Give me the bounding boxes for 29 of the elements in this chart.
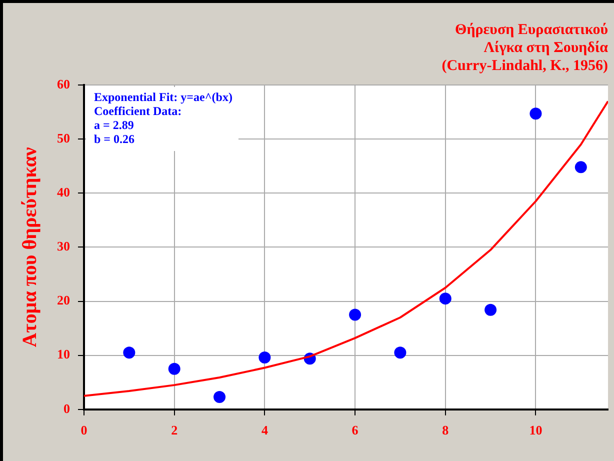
x-tick-label: 10 <box>529 422 542 438</box>
y-axis-title: Ατομα που θηρεύτηκαν <box>19 147 42 348</box>
point <box>258 351 271 364</box>
x-tick-label: 4 <box>261 422 268 438</box>
y-tick-label: 60 <box>57 76 70 92</box>
point <box>394 346 406 359</box>
y-tick-label: 40 <box>57 184 70 200</box>
point <box>530 108 542 120</box>
point <box>214 390 226 403</box>
annotation: Coefficient Data: <box>94 104 182 118</box>
x-tick-label: 8 <box>442 422 450 438</box>
y-tick-label: 0 <box>64 400 70 416</box>
point <box>574 161 587 174</box>
chart-title: Θήρευση Ευρασιατικού Λίγκα στη Σουηδία (Curry-Lindahl, K., 1956) <box>442 22 609 74</box>
y-tick-label: 50 <box>57 130 70 146</box>
point <box>439 292 452 305</box>
point <box>123 346 136 359</box>
x-tick-label: 6 <box>352 422 359 438</box>
annotation: Exponential Fit: y=ae^(bx) <box>94 90 232 104</box>
point <box>349 308 362 321</box>
annotation: a = 2.89 <box>94 118 134 132</box>
annotation: b = 0.26 <box>94 132 135 146</box>
x-tick-label: 0 <box>80 422 88 438</box>
y-tick-label: 10 <box>57 346 70 362</box>
x-tick-label: 2 <box>171 422 178 438</box>
y-tick-label: 30 <box>57 238 70 254</box>
y-tick-label: 20 <box>57 292 70 308</box>
point <box>484 304 497 316</box>
point <box>168 362 180 375</box>
